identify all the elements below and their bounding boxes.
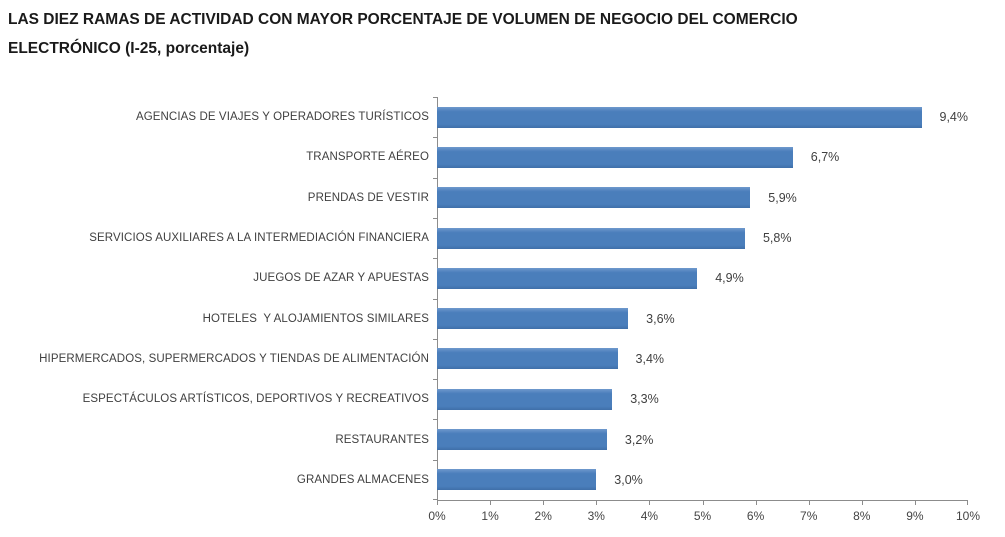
y-axis-tick (433, 97, 437, 98)
category-label: AGENCIAS DE VIAJES Y OPERADORES TURÍSTIC… (135, 111, 429, 124)
bar-track: 3,2% (437, 419, 968, 459)
bar (437, 267, 698, 289)
chart-row: HOTELES Y ALOJAMIENTOS SIMILARES 3,6% (0, 298, 968, 338)
y-axis-tick (433, 459, 437, 461)
x-axis-tick (702, 501, 704, 505)
y-axis-tick (433, 258, 437, 260)
x-axis-tick (437, 501, 438, 505)
y-axis-tick (433, 137, 437, 139)
bar-track: 5,8% (437, 218, 968, 258)
bar (437, 429, 607, 451)
bar-track: 6,7% (437, 137, 968, 177)
category-label: JUEGOS DE AZAR Y APUESTAS (253, 272, 429, 285)
value-label: 4,9% (715, 271, 744, 286)
bar-track: 3,6% (437, 298, 968, 338)
x-axis-tick (967, 501, 968, 505)
chart-title-line1: LAS DIEZ RAMAS DE ACTIVIDAD CON MAYOR PO… (8, 11, 798, 28)
chart-row: HIPERMERCADOS, SUPERMERCADOS Y TIENDAS D… (0, 339, 968, 379)
bar-track: 9,4% (437, 97, 968, 137)
bar (437, 388, 613, 410)
chart-title: LAS DIEZ RAMAS DE ACTIVIDAD CON MAYOR PO… (8, 5, 938, 63)
category-label: TRANSPORTE AÉREO (306, 151, 429, 164)
x-axis-tick-label: 1% (481, 509, 499, 523)
y-axis-tick (433, 217, 437, 219)
y-axis-tick (433, 379, 437, 381)
chart-row: GRANDES ALMACENES 3,0% (0, 460, 968, 500)
x-axis-tick-label: 8% (853, 509, 871, 523)
bar-track: 3,3% (437, 379, 968, 419)
x-axis-tick (649, 501, 651, 505)
value-label: 3,0% (614, 472, 643, 487)
chart-row: TRANSPORTE AÉREO 6,7% (0, 137, 968, 177)
chart-row: PRENDAS DE VESTIR 5,9% (0, 178, 968, 218)
x-axis-tick (543, 501, 545, 505)
x-axis-tick-label: 0% (428, 509, 446, 523)
y-axis-tick (433, 499, 437, 500)
chart-row: AGENCIAS DE VIAJES Y OPERADORES TURÍSTIC… (0, 97, 968, 137)
value-label: 3,3% (630, 392, 659, 407)
category-label: PRENDAS DE VESTIR (307, 191, 429, 204)
category-label: SERVICIOS AUXILIARES A LA INTERMEDIACIÓN… (89, 232, 429, 245)
bar (437, 227, 745, 249)
value-label: 5,8% (762, 231, 792, 246)
bar (437, 469, 597, 491)
x-axis-tick-label: 5% (693, 509, 712, 523)
y-axis-tick (433, 419, 437, 421)
bar (437, 308, 629, 330)
value-label: 9,4% (939, 110, 969, 125)
chart-row: JUEGOS DE AZAR Y APUESTAS 4,9% (0, 258, 968, 298)
bar-track: 3,0% (437, 460, 968, 500)
plot-area: AGENCIAS DE VIAJES Y OPERADORES TURÍSTIC… (0, 97, 968, 500)
x-axis-tick (861, 501, 863, 505)
bar (437, 187, 751, 209)
bar (437, 106, 922, 128)
value-label: 3,2% (624, 432, 654, 447)
category-label: RESTAURANTES (335, 433, 429, 446)
x-axis-tick-label: 9% (906, 509, 924, 523)
chart-row: RESTAURANTES 3,2% (0, 419, 968, 459)
x-axis-tick (914, 501, 916, 505)
y-axis-tick (433, 338, 437, 340)
bar-track: 3,4% (437, 339, 968, 379)
category-label: ESPECTÁCULOS ARTÍSTICOS, DEPORTIVOS Y RE… (82, 393, 429, 406)
x-axis: 0% 1% 2% 3% 4% 5% 6% 7% 8% 9% 10% (428, 500, 980, 534)
bar-chart: AGENCIAS DE VIAJES Y OPERADORES TURÍSTIC… (0, 97, 980, 534)
y-axis-line (437, 97, 438, 500)
value-label: 6,7% (810, 150, 840, 165)
x-axis-tick-label: 2% (534, 509, 552, 523)
bar-track: 5,9% (437, 178, 968, 218)
chart-title-line2: ELECTRÓNICO (I-25, porcentaje) (8, 40, 250, 57)
x-axis-tick-label: 6% (746, 509, 765, 523)
value-label: 3,6% (646, 311, 675, 326)
category-label: GRANDES ALMACENES (296, 473, 429, 486)
x-axis-tick (596, 501, 598, 505)
value-label: 5,9% (768, 190, 797, 205)
x-axis-tick-label: 3% (587, 509, 605, 523)
y-axis-tick (433, 298, 437, 300)
chart-row: ESPECTÁCULOS ARTÍSTICOS, DEPORTIVOS Y RE… (0, 379, 968, 419)
x-axis-tick (808, 501, 810, 505)
y-axis-tick (433, 177, 437, 179)
x-axis-tick-label: 10% (955, 509, 981, 523)
x-axis-tick-label: 4% (640, 509, 659, 523)
bar (437, 146, 793, 168)
x-axis-tick (490, 501, 492, 505)
category-label: HOTELES Y ALOJAMIENTOS SIMILARES (202, 312, 429, 325)
x-axis-tick (755, 501, 757, 505)
bar (437, 348, 618, 370)
category-label: HIPERMERCADOS, SUPERMERCADOS Y TIENDAS D… (39, 352, 429, 365)
bar-track: 4,9% (437, 258, 968, 298)
value-label: 3,4% (635, 351, 665, 366)
chart-row: SERVICIOS AUXILIARES A LA INTERMEDIACIÓN… (0, 218, 968, 258)
x-axis-tick-label: 7% (800, 509, 818, 523)
